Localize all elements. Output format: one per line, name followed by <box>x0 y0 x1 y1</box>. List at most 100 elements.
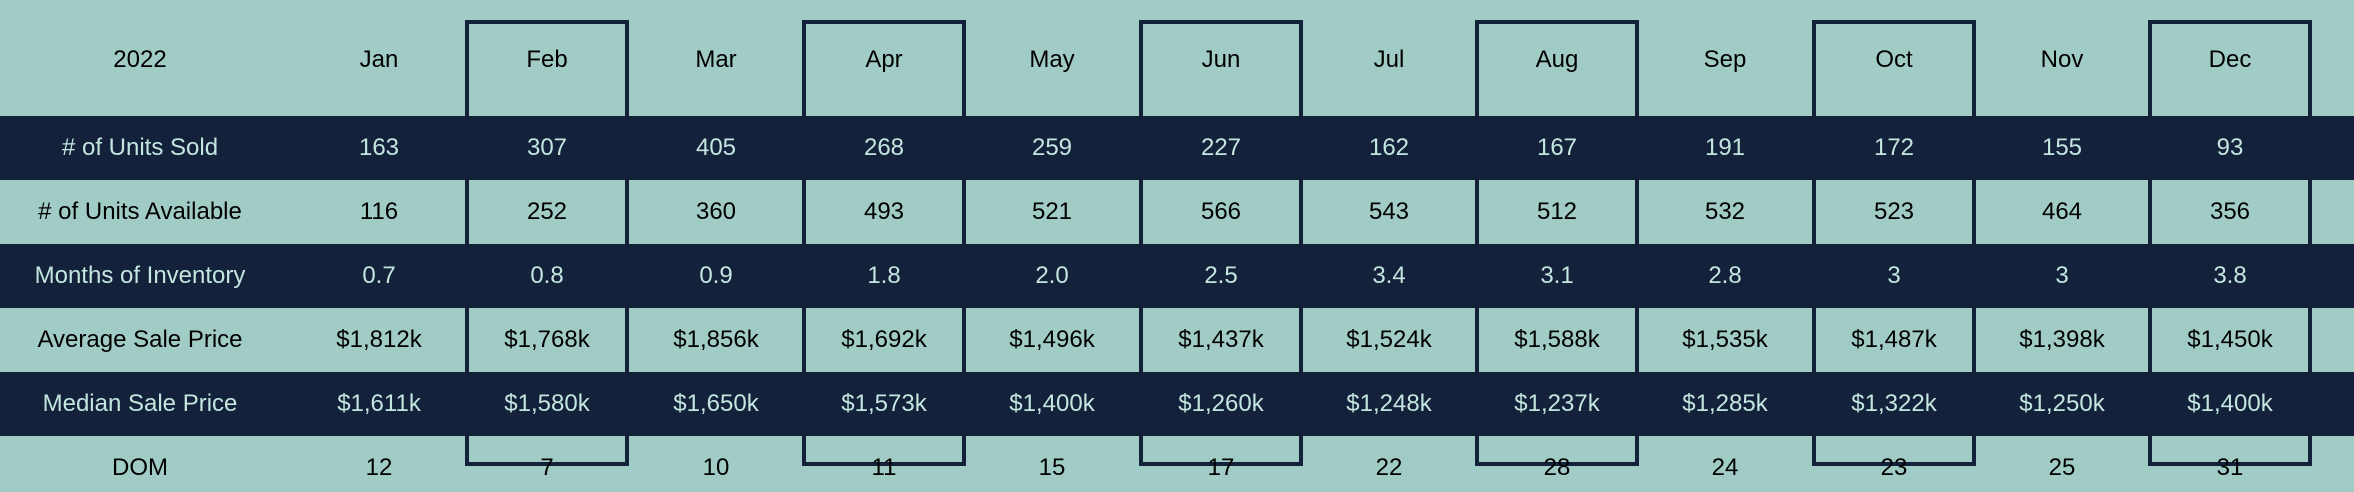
column-outline-jun <box>1139 20 1303 466</box>
table-cell: 0.7 <box>362 262 396 289</box>
table-cell: 268 <box>863 134 905 161</box>
table-cell: 227 <box>1200 134 1242 161</box>
column-outline-apr <box>802 20 966 466</box>
table-cell: $1,400k <box>1009 390 1095 417</box>
table-cell: 116 <box>359 198 399 225</box>
row-label: Average Sale Price <box>37 326 243 353</box>
table-cell: 523 <box>1873 198 1915 225</box>
table-cell: 532 <box>1704 198 1746 225</box>
year-label: 2022 <box>113 46 167 73</box>
month-header: May <box>1029 46 1075 73</box>
table-cell: 162 <box>1368 134 1410 161</box>
table-cell: $1,285k <box>1682 390 1768 417</box>
table-cell: $1,322k <box>1851 390 1937 417</box>
month-header: Jan <box>359 46 399 73</box>
table-cell: $1,248k <box>1346 390 1432 417</box>
table-row: # of Units Available 116 252 360 493 521 566 54… <box>0 180 2354 244</box>
table-cell: 12 <box>365 454 393 481</box>
table-cell: $1,437k <box>1178 326 1264 353</box>
table-cell: $1,487k <box>1851 326 1937 353</box>
table-cell: 3 <box>2055 262 2069 289</box>
table-cell: 512 <box>1536 198 1578 225</box>
table-cell: $1,856k <box>673 326 759 353</box>
row-label: # of Units Sold <box>61 134 219 161</box>
table-cell: 25 <box>2048 454 2076 481</box>
table-cell: 2.0 <box>1035 262 1069 289</box>
column-outline-dec <box>2148 20 2312 466</box>
table-cell: $1,250k <box>2019 390 2105 417</box>
row-band <box>0 116 2354 180</box>
table-cell: $1,768k <box>504 326 590 353</box>
table-cell: 7 <box>540 454 554 481</box>
table-cell: 2.5 <box>1204 262 1238 289</box>
month-header: Apr <box>865 46 903 73</box>
row-band <box>0 372 2354 436</box>
table-cell: 566 <box>1200 198 1242 225</box>
table-cell: 493 <box>863 198 905 225</box>
row-label: # of Units Available <box>38 198 242 225</box>
table-cell: 191 <box>1704 134 1746 161</box>
table-cell: 10 <box>702 454 730 481</box>
table-row: Average Sale Price $1,812k $1,768k $1,856k $… <box>0 308 2354 372</box>
table-row: Months of Inventory 0.7 0.8 0.9 1.8 2.0 2.5 3.4… <box>0 244 2354 308</box>
column-outline-aug <box>1475 20 1639 466</box>
month-header: Dec <box>2208 46 2252 73</box>
table-cell: 259 <box>1031 134 1073 161</box>
table-cell: 521 <box>1031 198 1073 225</box>
month-header: Jul <box>1373 46 1405 73</box>
table-cell: 23 <box>1880 454 1908 481</box>
table-cell: 464 <box>2041 198 2083 225</box>
table-cell: $1,580k <box>504 390 590 417</box>
table-cell: 93 <box>2216 134 2244 161</box>
table-cell: $1,611k <box>337 390 421 417</box>
table-cell: 15 <box>1038 454 1066 481</box>
table-cell: 167 <box>1536 134 1578 161</box>
table-cell: 1.8 <box>867 262 901 289</box>
table-cell: 543 <box>1368 198 1410 225</box>
table-row: Median Sale Price $1,611k $1,580k $1,650k $1… <box>0 372 2354 436</box>
table-cell: $1,692k <box>841 326 927 353</box>
month-header: Feb <box>526 46 568 73</box>
table-cell: 0.9 <box>699 262 733 289</box>
table-cell: 307 <box>526 134 568 161</box>
row-label: DOM <box>112 454 168 481</box>
table-cell: 3.8 <box>2213 262 2247 289</box>
table-cell: 31 <box>2216 454 2244 481</box>
table-cell: 356 <box>2209 198 2251 225</box>
table-cell: $1,812k <box>336 326 422 353</box>
table-cell: $1,650k <box>673 390 759 417</box>
table-cell: 11 <box>871 454 897 481</box>
table-cell: $1,496k <box>1009 326 1095 353</box>
table-cell: 360 <box>695 198 737 225</box>
table-cell: $1,588k <box>1514 326 1600 353</box>
table-cell: 172 <box>1873 134 1915 161</box>
table-cell: 155 <box>2041 134 2083 161</box>
table-cell: $1,535k <box>1682 326 1768 353</box>
table-cell: $1,237k <box>1514 390 1600 417</box>
table-cell: 3 <box>1887 262 1901 289</box>
month-header: Aug <box>1535 46 1579 73</box>
table-row: # of Units Sold 163 307 405 268 259 227 162 167 1… <box>0 116 2354 180</box>
table-cell: 22 <box>1375 454 1403 481</box>
table-cell: 0.8 <box>530 262 564 289</box>
table-cell: 163 <box>358 134 400 161</box>
table-cell: 3.4 <box>1372 262 1406 289</box>
row-label: Months of Inventory <box>34 262 246 289</box>
row-label: Median Sale Price <box>42 390 238 417</box>
month-header: Nov <box>2040 46 2084 73</box>
table-cell: $1,450k <box>2187 326 2273 353</box>
month-header: Sep <box>1703 46 1747 73</box>
table-cell: 24 <box>1711 454 1739 481</box>
table-cell: 2.8 <box>1708 262 1742 289</box>
header-row: 2022 Jan Feb Mar Apr May Jun Jul Aug Sep Oct Nov Dec <box>0 28 2354 92</box>
table-cell: 3.1 <box>1540 262 1574 289</box>
table-row: DOM 12 7 10 11 15 17 22 28 24 23 25 31 <box>0 436 2354 492</box>
table-cell: 405 <box>695 134 737 161</box>
column-outline-oct <box>1812 20 1976 466</box>
table-cell: $1,524k <box>1346 326 1432 353</box>
table-cell: $1,573k <box>841 390 927 417</box>
table-cell: 28 <box>1543 454 1571 481</box>
month-header: Jun <box>1201 46 1241 73</box>
table-cell: $1,260k <box>1178 390 1264 417</box>
